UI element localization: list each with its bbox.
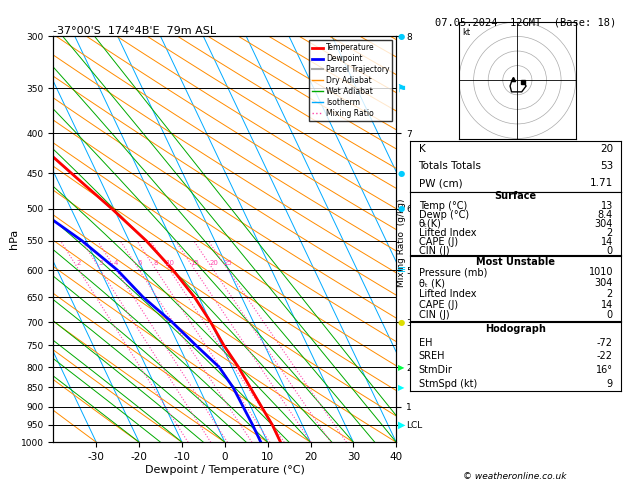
Text: -72: -72 (597, 338, 613, 347)
Text: 20: 20 (600, 144, 613, 155)
Text: Most Unstable: Most Unstable (476, 257, 555, 266)
Text: Totals Totals: Totals Totals (418, 161, 482, 172)
Text: © weatheronline.co.uk: © weatheronline.co.uk (463, 472, 566, 481)
Text: 16°: 16° (596, 365, 613, 375)
Text: 304: 304 (594, 219, 613, 228)
Text: CIN (J): CIN (J) (418, 311, 449, 320)
Text: 15: 15 (191, 260, 199, 266)
Text: ▶: ▶ (398, 383, 404, 392)
Y-axis label: km
ASL: km ASL (425, 230, 447, 248)
Text: 4: 4 (114, 260, 118, 266)
Text: CIN (J): CIN (J) (418, 245, 449, 256)
Text: ▶: ▶ (398, 420, 405, 430)
Text: 0: 0 (607, 311, 613, 320)
Text: Pressure (mb): Pressure (mb) (418, 267, 487, 278)
Text: 25: 25 (224, 260, 233, 266)
Text: Temp (°C): Temp (°C) (418, 201, 467, 210)
Text: 10: 10 (165, 260, 174, 266)
Text: SREH: SREH (418, 351, 445, 362)
X-axis label: Dewpoint / Temperature (°C): Dewpoint / Temperature (°C) (145, 465, 305, 475)
Text: 07.05.2024  12GMT  (Base: 18): 07.05.2024 12GMT (Base: 18) (435, 17, 616, 27)
Text: ⚑: ⚑ (396, 84, 406, 93)
Text: K: K (418, 144, 425, 155)
Text: EH: EH (418, 338, 432, 347)
Text: ●: ● (398, 32, 405, 41)
Text: CAPE (J): CAPE (J) (418, 237, 458, 246)
Text: Lifted Index: Lifted Index (418, 289, 476, 299)
Text: 1.71: 1.71 (590, 178, 613, 189)
Text: 2: 2 (607, 289, 613, 299)
Text: ▶: ▶ (398, 363, 404, 372)
Text: Mixing Ratio  (g/kg): Mixing Ratio (g/kg) (397, 199, 406, 287)
Text: 14: 14 (601, 237, 613, 246)
Legend: Temperature, Dewpoint, Parcel Trajectory, Dry Adiabat, Wet Adiabat, Isotherm, Mi: Temperature, Dewpoint, Parcel Trajectory… (309, 40, 392, 121)
Text: 9: 9 (607, 379, 613, 389)
Text: 3: 3 (98, 260, 103, 266)
Text: 13: 13 (601, 201, 613, 210)
Text: ≡: ≡ (397, 265, 406, 275)
Text: kt: kt (462, 28, 470, 37)
Text: 6: 6 (137, 260, 142, 266)
Text: StmSpd (kt): StmSpd (kt) (418, 379, 477, 389)
Text: CAPE (J): CAPE (J) (418, 299, 458, 310)
Text: 14: 14 (601, 299, 613, 310)
Text: 53: 53 (599, 161, 613, 172)
Text: PW (cm): PW (cm) (418, 178, 462, 189)
Text: Surface: Surface (495, 191, 537, 202)
Text: 304: 304 (594, 278, 613, 288)
Text: Dewp (°C): Dewp (°C) (418, 209, 469, 220)
Text: ●: ● (398, 317, 405, 327)
Text: 8.4: 8.4 (598, 209, 613, 220)
Text: 2: 2 (607, 227, 613, 238)
Text: ●: ● (398, 169, 405, 177)
Text: θₜ(K): θₜ(K) (418, 219, 442, 228)
Text: -22: -22 (597, 351, 613, 362)
Text: Hodograph: Hodograph (486, 324, 546, 334)
Text: 20: 20 (209, 260, 218, 266)
Text: 8: 8 (154, 260, 159, 266)
Text: StmDir: StmDir (418, 365, 452, 375)
Text: ●: ● (398, 204, 405, 213)
Text: 1010: 1010 (589, 267, 613, 278)
Text: Lifted Index: Lifted Index (418, 227, 476, 238)
Text: 0: 0 (607, 245, 613, 256)
Text: θₜ (K): θₜ (K) (418, 278, 445, 288)
Text: 2: 2 (77, 260, 81, 266)
Y-axis label: hPa: hPa (9, 229, 19, 249)
Text: -37°00'S  174°4B'E  79m ASL: -37°00'S 174°4B'E 79m ASL (53, 26, 216, 35)
